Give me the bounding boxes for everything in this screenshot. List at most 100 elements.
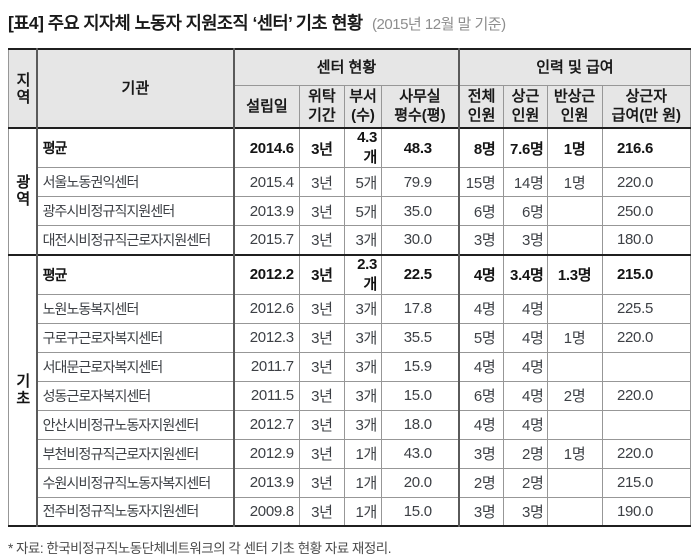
value-cell: 220.0	[601, 438, 692, 469]
value-cell: 3년	[298, 351, 345, 382]
value-cell: 4명	[503, 380, 548, 411]
value-cell: 3년	[298, 225, 345, 255]
value-cell: 2013.9	[233, 196, 300, 226]
value-cell: 3년	[298, 167, 345, 197]
col-header-fulltime-staff: 상근 인원	[503, 84, 548, 129]
value-cell: 4명	[458, 409, 505, 440]
value-cell: 8명	[458, 127, 505, 168]
value-cell: 4명	[503, 351, 548, 382]
col-header-established: 설립일	[233, 84, 300, 129]
value-cell: 3명	[503, 225, 548, 255]
value-cell: 3년	[298, 438, 345, 469]
value-cell	[601, 409, 692, 440]
value-cell: 2012.2	[233, 253, 300, 295]
org-name: 부천비정규직근로자지원센터	[36, 438, 236, 469]
value-cell: 15.9	[381, 351, 460, 382]
table-caption-period: (2015년 12월 말 기준)	[372, 16, 506, 33]
value-cell: 30.0	[381, 225, 460, 255]
value-cell: 5명	[458, 322, 505, 353]
table-header: 지역 기관 센터 현황 인력 및 급여 설립일 위탁 기간 부서 (수) 사무실…	[7, 48, 692, 129]
value-cell: 1.3명	[546, 253, 603, 295]
value-cell: 3년	[298, 196, 345, 226]
value-cell: 3개	[343, 322, 383, 353]
value-cell: 2012.7	[233, 409, 300, 440]
value-cell: 6명	[458, 380, 505, 411]
value-cell: 190.0	[601, 496, 692, 527]
value-cell	[546, 351, 603, 382]
value-cell: 3개	[343, 225, 383, 255]
col-header-contract-term: 위탁 기간	[298, 84, 345, 129]
value-cell: 250.0	[601, 196, 692, 226]
org-name: 구로구근로자복지센터	[36, 322, 236, 353]
col-header-office-area: 사무실 평수(평)	[381, 84, 460, 129]
value-cell: 2.3개	[343, 253, 383, 295]
org-name: 대전시비정규직근로자지원센터	[36, 225, 236, 255]
org-name: 성동근로자복지센터	[36, 380, 236, 411]
value-cell: 1명	[546, 322, 603, 353]
value-cell: 2명	[458, 467, 505, 498]
value-cell: 2009.8	[233, 496, 300, 527]
value-cell: 4명	[503, 293, 548, 324]
org-name: 광주시비정규직지원센터	[36, 196, 236, 226]
value-cell: 35.5	[381, 322, 460, 353]
table-row: 부천비정규직근로자지원센터 2012.9 3년 1개 43.0 3명 2명 1명 220.0	[9, 438, 692, 469]
table-row: 기초 평균 2012.2 3년 2.3개 22.5 4명 3.4명 1.3명 215.0	[7, 253, 692, 527]
value-cell: 2명	[546, 380, 603, 411]
value-cell: 48.3	[381, 127, 460, 168]
value-cell: 5개	[343, 167, 383, 197]
value-cell: 3년	[298, 409, 345, 440]
value-cell: 15.0	[381, 380, 460, 411]
value-cell: 4명	[458, 253, 505, 295]
value-cell: 3명	[458, 225, 505, 255]
value-cell: 220.0	[601, 167, 692, 197]
value-cell: 18.0	[381, 409, 460, 440]
table-body: 광역 평균 2014.6 3년 4.3개 48.3 8명 7.6명 1명 216.6 서울노동권익센…	[7, 127, 692, 527]
org-name: 수원시비정규직노동자복지센터	[36, 467, 236, 498]
table-caption: [표4] 주요 지자체 노동자 지원조직 ‘센터’ 기초 현황 (2015년 1…	[8, 10, 700, 35]
col-header-fulltime-pay: 상근자 급여(만 원)	[601, 84, 692, 129]
value-cell: 2015.7	[233, 225, 300, 255]
centers-status-table: 지역 기관 센터 현황 인력 및 급여 설립일 위탁 기간 부서 (수) 사무실…	[7, 48, 692, 527]
value-cell: 6명	[503, 196, 548, 226]
col-header-parttime-staff: 반상근 인원	[546, 84, 603, 129]
value-cell: 35.0	[381, 196, 460, 226]
org-name: 서대문근로자복지센터	[36, 351, 236, 382]
table-row: 광역 평균 2014.6 3년 4.3개 48.3 8명 7.6명 1명 216.6	[7, 127, 692, 255]
value-cell: 220.0	[601, 380, 692, 411]
value-cell: 2012.3	[233, 322, 300, 353]
value-cell: 2011.7	[233, 351, 300, 382]
value-cell: 3년	[298, 380, 345, 411]
value-cell: 2명	[503, 467, 548, 498]
value-cell: 215.0	[601, 467, 692, 498]
value-cell: 1개	[343, 467, 383, 498]
value-cell: 1명	[546, 127, 603, 168]
value-cell: 3.4명	[503, 253, 548, 295]
value-cell: 220.0	[601, 322, 692, 353]
value-cell: 79.9	[381, 167, 460, 197]
table-row: 안산시비정규노동자지원센터 2012.7 3년 3개 18.0 4명 4명	[9, 409, 692, 440]
value-cell: 15명	[458, 167, 505, 197]
org-name: 전주비정규직노동자지원센터	[36, 496, 236, 527]
region-label: 광역	[7, 127, 38, 255]
col-header-org: 기관	[36, 48, 236, 129]
value-cell: 3명	[503, 496, 548, 527]
value-cell	[546, 467, 603, 498]
org-name: 노원노동복지센터	[36, 293, 236, 324]
col-header-region: 지역	[7, 48, 38, 129]
value-cell: 3년	[298, 496, 345, 527]
value-cell: 4명	[458, 351, 505, 382]
org-name: 평균	[36, 253, 236, 295]
value-cell	[546, 496, 603, 527]
value-cell: 14명	[503, 167, 548, 197]
value-cell: 2011.5	[233, 380, 300, 411]
value-cell: 3개	[343, 351, 383, 382]
value-cell: 5개	[343, 196, 383, 226]
header-group-row: 지역 기관 센터 현황 인력 및 급여	[7, 48, 691, 129]
value-cell: 225.5	[601, 293, 692, 324]
table-row: 수원시비정규직노동자복지센터 2013.9 3년 1개 20.0 2명 2명 215.0	[9, 467, 692, 498]
value-cell: 20.0	[381, 467, 460, 498]
region-label: 기초	[7, 253, 38, 527]
value-cell: 1명	[546, 438, 603, 469]
value-cell	[546, 409, 603, 440]
value-cell: 3개	[343, 380, 383, 411]
